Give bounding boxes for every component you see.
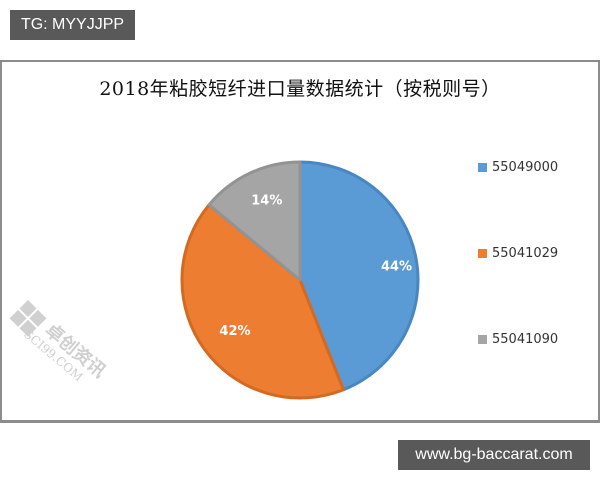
slice-label: 14% — [251, 194, 282, 209]
pie-slice — [298, 160, 420, 392]
pie-slice — [207, 160, 302, 282]
bottom-site-tag: www.bg-baccarat.com — [398, 440, 590, 470]
legend-item: 55041090 — [478, 332, 558, 347]
legend-swatch — [478, 249, 487, 258]
pie-chart: 44% 42% 14% — [180, 160, 420, 400]
legend-item: 55049000 — [478, 160, 558, 175]
legend-label: 55041090 — [492, 332, 559, 347]
legend-item: 55041029 — [478, 246, 558, 261]
chart-title: 2018年粘胶短纤进口量数据统计（按税则号） — [99, 78, 501, 100]
legend-label: 55041029 — [492, 246, 559, 261]
slice-label: 44% — [381, 259, 412, 274]
legend-swatch — [478, 163, 487, 172]
pie-slice — [180, 203, 345, 400]
legend-swatch — [478, 335, 487, 344]
top-tag: TG: MYYJJPP — [10, 10, 135, 40]
legend-label: 55049000 — [492, 160, 559, 175]
watermark-logo: 卓创资讯 SCI99.COM — [9, 300, 110, 384]
slice-label: 42% — [219, 324, 250, 339]
